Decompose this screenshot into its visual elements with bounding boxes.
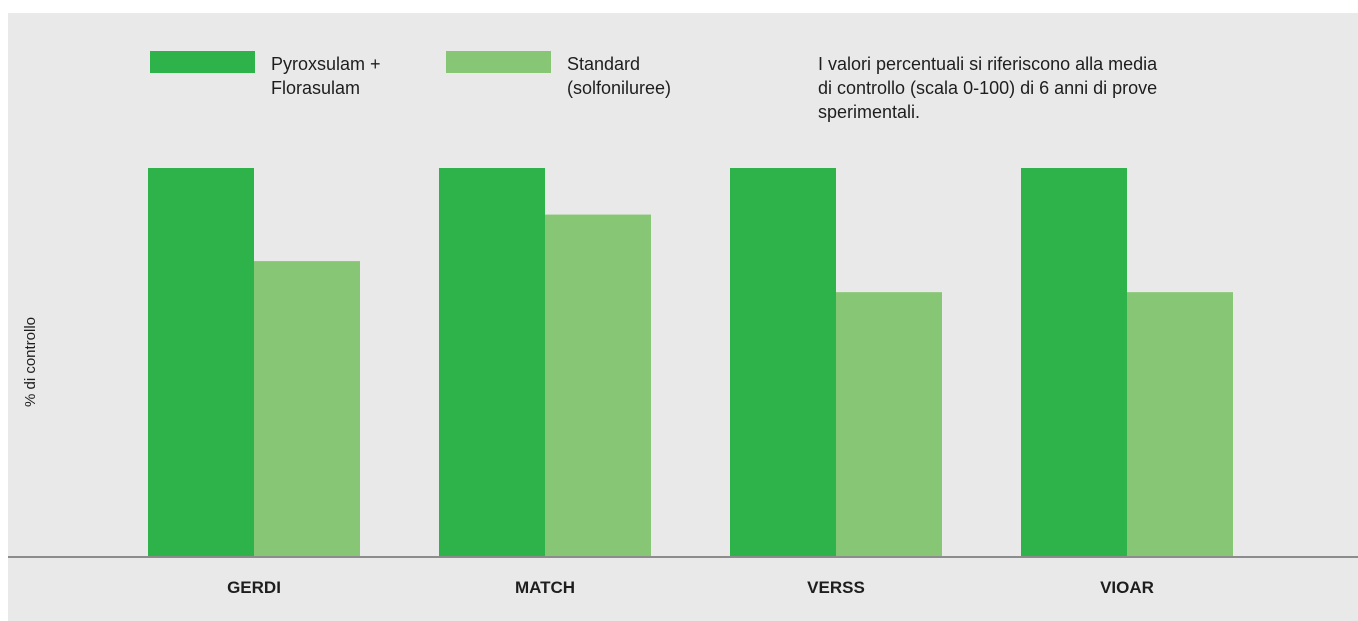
x-tick-label-vioar: VIOAR — [1100, 578, 1154, 597]
chart-panel: Pyroxsulam + Florasulam Standard (solfon… — [8, 13, 1358, 621]
bar-verss-pyroxsulam — [730, 168, 836, 556]
legend: Pyroxsulam + Florasulam Standard (solfon… — [150, 51, 671, 98]
legend-swatch-standard — [446, 51, 551, 73]
legend-label-pyroxsulam-line-1: Pyroxsulam + — [271, 54, 381, 74]
legend-label-pyroxsulam: Pyroxsulam + Florasulam — [271, 54, 386, 98]
legend-label-standard-line-2: (solfoniluree) — [567, 78, 671, 98]
chart-note-line-1: I valori percentuali si riferiscono alla… — [818, 54, 1158, 74]
y-axis-label: % di controllo — [22, 317, 39, 407]
chart-note-line-3: sperimentali. — [818, 102, 920, 122]
x-tick-label-match: MATCH — [515, 578, 575, 597]
legend-label-standard-line-1: Standard — [567, 54, 640, 74]
legend-label-pyroxsulam-line-2: Florasulam — [271, 78, 360, 98]
chart-note-line-2: di controllo (scala 0-100) di 6 anni di … — [818, 78, 1157, 98]
x-tick-label-verss: VERSS — [807, 578, 865, 597]
bar-gerdi-pyroxsulam — [148, 168, 254, 556]
legend-swatch-pyroxsulam — [150, 51, 255, 73]
legend-label-standard: Standard (solfoniluree) — [567, 54, 671, 98]
x-tick-labels: GERDI MATCH VERSS VIOAR — [227, 578, 1154, 597]
bar-vioar-pyroxsulam — [1021, 168, 1127, 556]
bar-match-standard — [545, 214, 651, 556]
chart-note: I valori percentuali si riferiscono alla… — [818, 54, 1162, 122]
legend-item-pyroxsulam: Pyroxsulam + Florasulam — [150, 51, 386, 98]
bar-verss-standard — [836, 292, 942, 556]
legend-item-standard: Standard (solfoniluree) — [446, 51, 671, 98]
bar-match-pyroxsulam — [439, 168, 545, 556]
bar-gerdi-standard — [254, 261, 360, 556]
bar-vioar-standard — [1127, 292, 1233, 556]
bar-chart: Pyroxsulam + Florasulam Standard (solfon… — [8, 51, 1358, 597]
bars — [148, 168, 1233, 556]
x-tick-label-gerdi: GERDI — [227, 578, 281, 597]
